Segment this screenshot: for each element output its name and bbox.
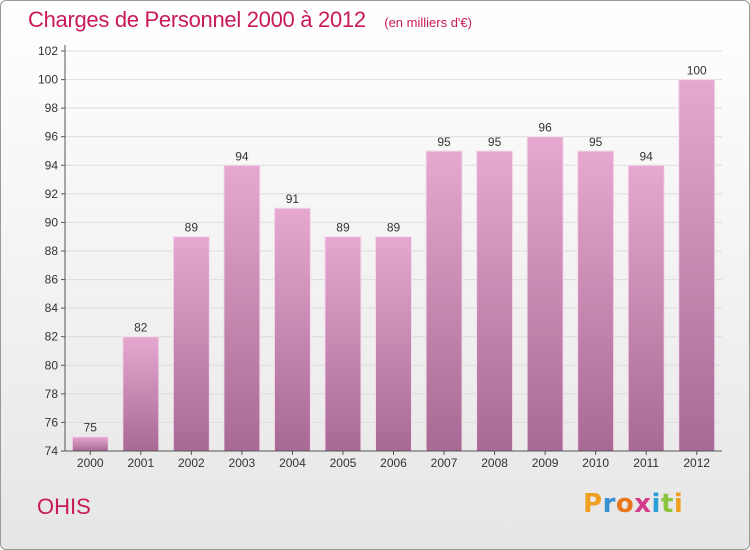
y-tick-label: 78 (45, 387, 59, 401)
bar-2002 (172, 236, 210, 452)
x-tick-label-2011: 2011 (633, 456, 659, 470)
labels: 74 76 78 80 82 84 86 88 90 92 94 96 98 100 102 75 2000 82… (38, 44, 710, 470)
bar-2004 (273, 207, 311, 452)
x-tick-label-2004: 2004 (279, 456, 306, 470)
x-tick-label-2010: 2010 (582, 456, 609, 470)
x-tick-label-2005: 2005 (330, 456, 357, 470)
y-tick-label: 80 (45, 358, 59, 372)
logo-letter: t (660, 489, 674, 519)
data-label-2008: 95 (488, 135, 502, 149)
x-tick-label-2000: 2000 (77, 456, 104, 470)
data-label-2006: 89 (387, 221, 401, 235)
bar-2003 (223, 164, 261, 452)
y-tick-label: 98 (45, 101, 59, 115)
y-tick-label: 92 (45, 187, 59, 201)
data-label-2003: 94 (235, 149, 249, 163)
x-tick-label-2001: 2001 (127, 456, 154, 470)
data-label-2001: 82 (134, 321, 148, 335)
y-tick-label: 84 (45, 301, 59, 315)
y-tick-label: 102 (38, 44, 58, 58)
x-tick-label-2003: 2003 (229, 456, 256, 470)
data-label-2002: 89 (185, 221, 199, 235)
y-tick-label: 82 (45, 330, 59, 344)
data-label-2004: 91 (286, 192, 300, 206)
y-tick-label: 88 (45, 244, 59, 258)
bar-2010 (577, 150, 615, 452)
logo-letter: r (602, 489, 616, 519)
data-label-2012: 100 (687, 64, 707, 78)
logo-letter: x (634, 489, 652, 519)
chart-title: Charges de Personnel 2000 à 2012 (28, 7, 366, 32)
data-label-2009: 96 (538, 121, 552, 135)
bar-2008 (476, 150, 514, 452)
x-tick-label-2002: 2002 (178, 456, 205, 470)
y-tick-label: 90 (45, 215, 59, 229)
logo-letter: i (651, 489, 661, 519)
title-row: Charges de Personnel 2000 à 2012 (en mil… (28, 7, 472, 33)
bar-2001 (122, 336, 160, 452)
data-label-2005: 89 (336, 221, 350, 235)
y-tick-label: 96 (45, 130, 59, 144)
x-tick-label-2008: 2008 (481, 456, 508, 470)
y-tick-label: 74 (45, 444, 59, 458)
data-label-2010: 95 (589, 135, 603, 149)
x-tick-label-2012: 2012 (683, 456, 710, 470)
logo-letter: i (673, 489, 684, 519)
x-tick-label-2007: 2007 (431, 456, 458, 470)
bar-2007 (425, 150, 463, 452)
bar-2011 (627, 164, 665, 452)
proxiti-logo[interactable]: Proxiti (583, 489, 683, 519)
axes (61, 45, 722, 455)
bar-2009 (526, 136, 564, 452)
logo-letter: P (583, 489, 603, 519)
y-tick-label: 94 (45, 158, 59, 172)
bar-2000 (71, 436, 109, 452)
x-tick-label-2009: 2009 (532, 456, 559, 470)
bar-2006 (375, 236, 412, 452)
y-tick-label: 86 (45, 273, 59, 287)
logo-letter: o (615, 489, 635, 519)
data-label-2007: 95 (437, 135, 451, 149)
chart-subtitle: (en milliers d'€) (384, 15, 472, 30)
y-tick-label: 76 (45, 415, 59, 429)
bar-2012 (678, 79, 716, 452)
bars (71, 79, 716, 452)
bar-2005 (324, 236, 362, 452)
x-tick-label-2006: 2006 (380, 456, 407, 470)
data-label-2011: 94 (640, 149, 654, 163)
commune-name: OHIS (37, 494, 91, 519)
y-tick-label: 100 (38, 73, 58, 87)
data-label-2000: 75 (84, 421, 98, 435)
